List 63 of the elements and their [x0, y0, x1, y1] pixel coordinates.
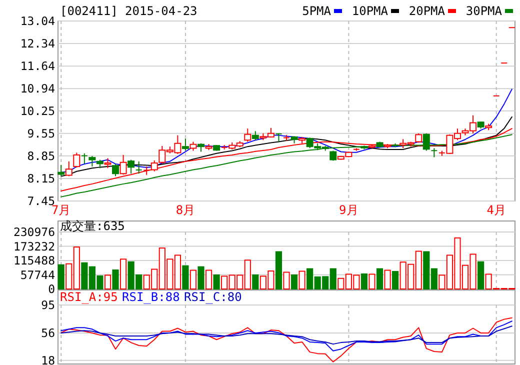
chart-title: [002411] 2015-04-23 [60, 4, 198, 18]
bar [58, 264, 64, 290]
x-tick-label: 9月 [339, 203, 358, 217]
chart-title: 成交量:635 [60, 219, 125, 233]
candlestick [190, 141, 197, 152]
bar [198, 266, 204, 290]
bar [182, 265, 189, 290]
y-tick-label: 18 [41, 353, 56, 365]
legend-label: 5PMA [302, 4, 332, 18]
bar [275, 251, 282, 290]
candlestick [112, 163, 120, 177]
text: RSI_C:80 [184, 290, 242, 304]
text: RSI_A:95 [60, 290, 118, 304]
candlestick [276, 132, 282, 142]
bar [112, 270, 119, 290]
line-series [60, 320, 512, 352]
y-tick-label: 10.25 [20, 104, 55, 118]
line-series [60, 128, 512, 192]
candlestick [81, 152, 88, 164]
candlestick [136, 160, 142, 174]
y-tick-label: 57744 [20, 268, 56, 282]
candlestick [244, 128, 252, 142]
y-tick-label: 8.85 [27, 148, 55, 163]
y-tick-label: 10.94 [20, 82, 56, 96]
legend-label: 20PMA [408, 4, 446, 18]
line-series [60, 116, 512, 177]
candlestick [58, 164, 65, 177]
legend-label: 10PMA [352, 4, 389, 18]
bar [213, 274, 220, 290]
y-tick-label: 7.45 [27, 194, 55, 208]
line-series [60, 326, 512, 345]
y-tick-label: 56 [41, 326, 56, 340]
y-tick-label: 0 [48, 282, 56, 296]
candlestick [182, 138, 189, 152]
line-series [60, 134, 512, 198]
y-tick-label: 11.64 [20, 59, 56, 74]
bar [252, 274, 259, 290]
y-tick-label: 12.34 [20, 36, 56, 51]
candlestick [128, 159, 135, 174]
y-tick-label: 8.15 [27, 171, 55, 186]
y-tick-label: 115488 [13, 254, 56, 268]
y-tick-label: 13.04 [20, 14, 56, 28]
line-series [60, 317, 512, 362]
y-tick-label: 9.55 [27, 126, 55, 140]
x-tick-label: 8月 [176, 203, 196, 217]
y-tick-label: 230976 [13, 225, 56, 240]
candlestick [431, 148, 438, 158]
candlestick [120, 154, 127, 176]
candlestick [65, 160, 72, 177]
bar [376, 268, 384, 290]
bar [392, 270, 399, 290]
bar [360, 273, 368, 290]
y-tick-label: 95 [41, 298, 55, 312]
legend-label: 30PMA [466, 4, 503, 18]
y-tick-label: 173232 [13, 239, 55, 254]
text: RSI_B:88 [122, 290, 180, 304]
candlestick [252, 130, 259, 141]
bar [478, 261, 484, 290]
candlestick [88, 155, 96, 168]
bar [290, 274, 298, 290]
x-tick-label: 4月 [486, 203, 506, 217]
candlestick [104, 158, 112, 169]
candlestick [73, 152, 80, 168]
